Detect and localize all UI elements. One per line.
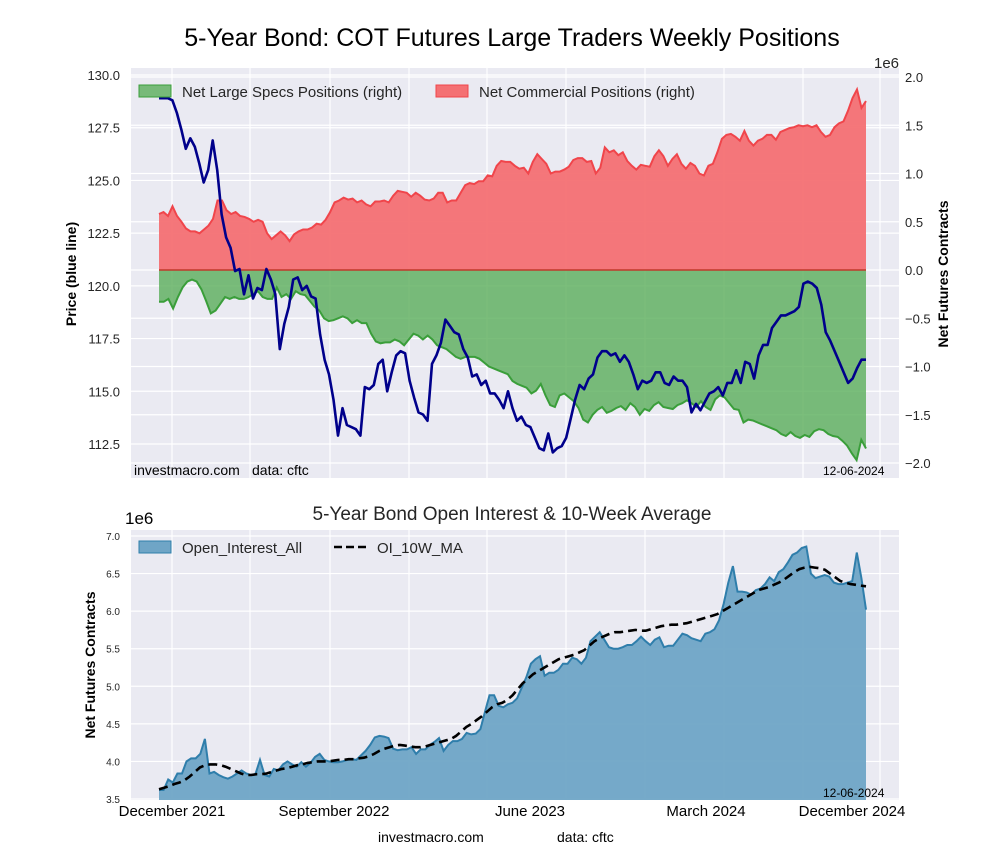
open-interest-tick-label: 6.5	[106, 570, 120, 581]
footer-source-note: investmacro.com	[378, 829, 484, 845]
top-data-note: data: cftc	[252, 462, 309, 478]
open-interest-tick-label: 4.0	[106, 757, 120, 768]
open-interest-title: 5-Year Bond Open Interest & 10-Week Aver…	[313, 504, 712, 525]
price-tick-label: 115.0	[88, 384, 120, 399]
positions-plot: 130.0 127.5 125.0 122.5 120.0 117.5 115.0 112.5…	[63, 55, 951, 478]
open-interest-plot: 7.06.56.05.55.04.54.03.5 December 2021Se…	[82, 509, 905, 820]
net-contracts-tick-label: 2.0	[905, 70, 923, 85]
bottom-date-note: 12-06-2024	[823, 786, 885, 800]
legend-label-ma: OI_10W_MA	[377, 540, 463, 557]
top-source-note: investmacro.com	[134, 462, 240, 478]
price-axis-ticks: 130.0 127.5 125.0 122.5 120.0 117.5 115.0 112.5	[87, 68, 120, 452]
top-date-note: 12-06-2024	[823, 464, 885, 478]
date-tick-label: September 2022	[279, 803, 390, 820]
open-interest-tick-label: 6.0	[106, 607, 120, 618]
date-tick-label: December 2024	[799, 803, 906, 820]
date-axis-ticks: December 2021 September 2022 June 2023 Marc…	[119, 803, 906, 820]
price-tick-label: 127.5	[87, 121, 120, 136]
net-contracts-tick-label: 1.5	[905, 118, 923, 133]
open-interest-legend: Open_Interest_All OI_10W_MA	[139, 540, 463, 557]
price-tick-label: 117.5	[88, 332, 120, 347]
net-contracts-tick-label: −1.0	[905, 360, 931, 375]
open-interest-swatch	[139, 541, 171, 553]
open-interest-axis-label: Net Futures Contracts	[82, 591, 98, 738]
price-tick-label: 122.5	[87, 226, 120, 241]
large-specs-swatch	[139, 85, 171, 97]
date-tick-label: June 2023	[495, 803, 565, 820]
open-interest-axis-ticks: 7.06.56.05.55.04.54.03.5	[106, 532, 120, 806]
net-contracts-tick-label: −2.0	[905, 456, 931, 471]
price-tick-label: 125.0	[87, 173, 120, 188]
price-tick-label: 130.0	[87, 68, 120, 83]
right-axis-multiplier: 1e6	[874, 55, 899, 72]
legend-label-commercial: Net Commercial Positions (right)	[479, 84, 695, 101]
net-contracts-axis-ticks: 2.0 1.5 1.0 0.5 0.0 −0.5 −1.0 −1.5 −2.0	[905, 70, 931, 471]
cot-chart-figure: 5-Year Bond: COT Futures Large Traders W…	[0, 0, 1000, 860]
commercial-swatch	[436, 85, 468, 97]
footer-data-note: data: cftc	[557, 829, 614, 845]
date-tick-label: December 2021	[119, 803, 226, 820]
open-interest-tick-label: 5.0	[106, 682, 120, 693]
legend-label-open-interest: Open_Interest_All	[182, 540, 302, 557]
bottom-axis-multiplier: 1e6	[125, 509, 153, 528]
legend-label-large-specs: Net Large Specs Positions (right)	[182, 84, 402, 101]
date-tick-label: March 2024	[666, 803, 745, 820]
open-interest-tick-label: 4.5	[106, 720, 120, 731]
open-interest-tick-label: 7.0	[106, 532, 120, 543]
net-contracts-tick-label: −0.5	[905, 311, 931, 326]
net-contracts-tick-label: 0.0	[905, 263, 923, 278]
net-contracts-tick-label: 0.5	[905, 215, 923, 230]
price-tick-label: 112.5	[88, 437, 120, 452]
open-interest-tick-label: 5.5	[106, 645, 120, 656]
net-contracts-axis-label: Net Futures Contracts	[935, 200, 951, 347]
net-contracts-tick-label: 1.0	[905, 167, 923, 182]
main-chart-title: 5-Year Bond: COT Futures Large Traders W…	[184, 24, 839, 52]
price-tick-label: 120.0	[87, 279, 120, 294]
price-axis-label: Price (blue line)	[63, 222, 79, 326]
net-contracts-tick-label: −1.5	[905, 408, 931, 423]
